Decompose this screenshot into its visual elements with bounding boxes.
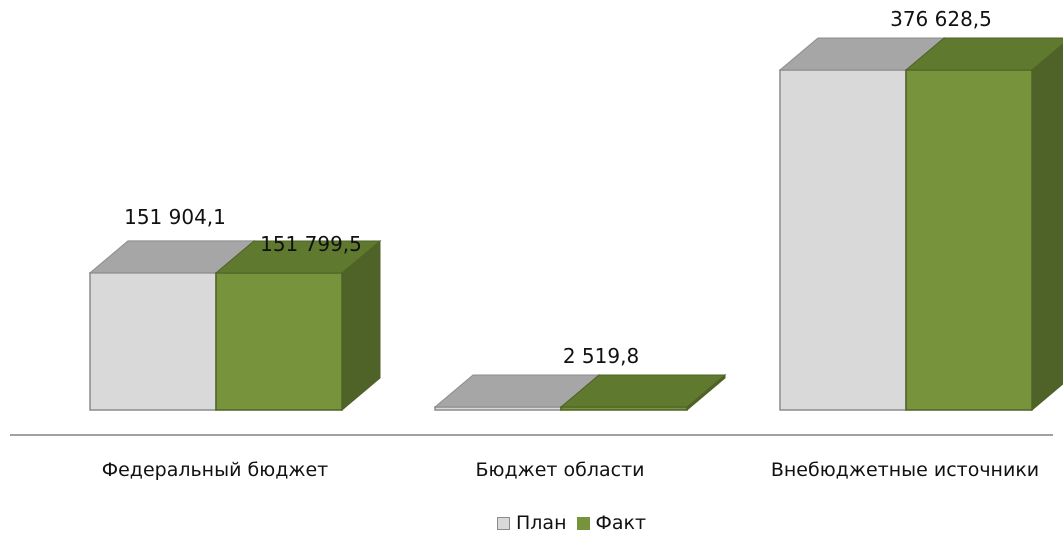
data-label-3: 376 628,5 [890, 7, 992, 31]
category-label-2: Внебюджетные источники [771, 459, 1039, 481]
legend-swatch-plan [497, 516, 510, 530]
category-label-0: Федеральный бюджет [102, 459, 328, 481]
bar-fact-2-side [1031, 43, 1063, 412]
bar-fact-0-front [215, 272, 343, 411]
data-label-1: 151 799,5 [260, 232, 362, 256]
data-label-0: 151 904,1 [124, 205, 226, 229]
legend-label-plan: План [516, 512, 567, 534]
legend-swatch-fact [576, 516, 590, 530]
bar-fact-2-top [904, 37, 1063, 71]
category-label-1: Бюджет области [475, 459, 644, 481]
legend-item-plan: План [497, 512, 567, 534]
bar-plan-2-front [779, 69, 907, 411]
bar-fact-1-top [559, 374, 727, 408]
legend: План Факт [497, 512, 656, 534]
bar-plan-0-front [89, 272, 217, 411]
legend-item-fact: Факт [576, 512, 647, 534]
bar-fact-0-top [214, 240, 382, 274]
bar-fact-2-front [905, 69, 1033, 411]
data-label-2: 2 519,8 [563, 344, 639, 368]
legend-label-fact: Факт [595, 512, 647, 534]
